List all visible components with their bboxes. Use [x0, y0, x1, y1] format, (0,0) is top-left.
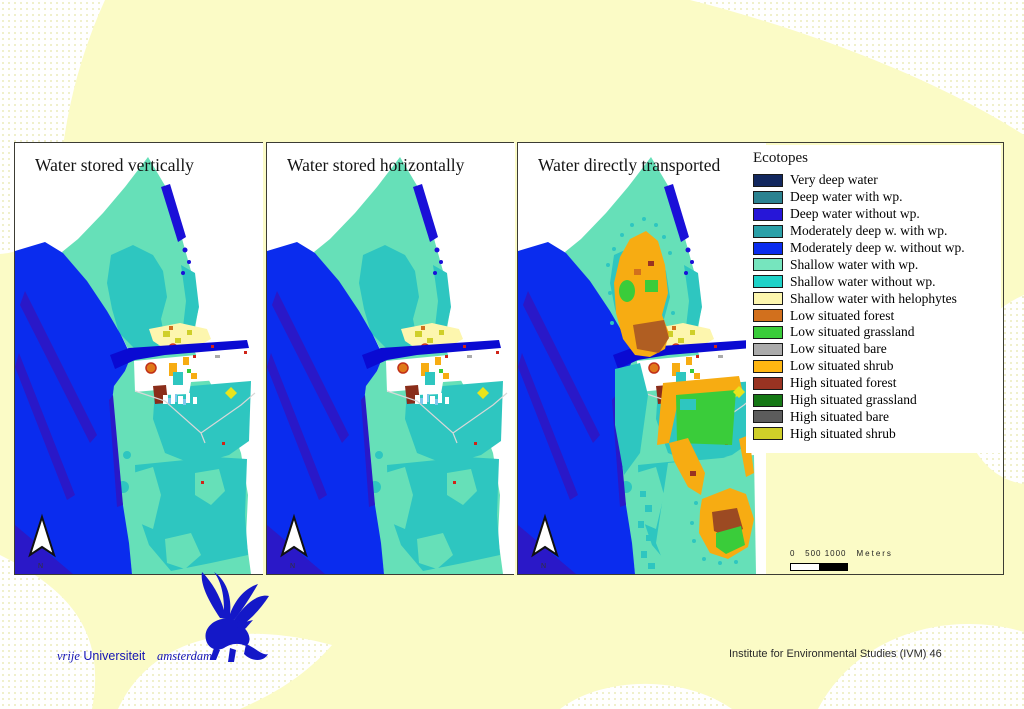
legend-item: Low situated grassland [753, 324, 1001, 341]
map-panel-water-stored-vertically: Water stored vertically [14, 142, 263, 575]
scale-bar: 0 500 1000 Meters [790, 543, 893, 571]
map-figure-horizontal [267, 143, 515, 574]
legend-swatch [753, 190, 783, 204]
legend-item: High situated forest [753, 375, 1001, 392]
legend-swatch [753, 224, 783, 238]
legend-item: High situated bare [753, 408, 1001, 425]
scale-bar-graphic [790, 563, 848, 571]
legend-item: Low situated forest [753, 307, 1001, 324]
legend-label: High situated forest [790, 375, 897, 391]
legend-swatch [753, 173, 783, 187]
legend-label: Low situated shrub [790, 358, 894, 374]
footer-credit: Institute for Environmental Studies (IVM… [729, 648, 942, 660]
legend-swatch [753, 393, 783, 407]
legend-item: Moderately deep w. without wp. [753, 240, 1001, 257]
scale-bar-numbers: 0 500 1000 [790, 549, 847, 558]
vu-logo-text: vrije Universiteit [57, 649, 145, 664]
legend-items: Very deep water Deep water with wp. Deep w… [753, 172, 1001, 442]
map-panel-water-directly-transported: Water directly transported Ecotopes Very… [517, 142, 1004, 575]
legend-swatch [753, 258, 783, 272]
map-title: Water directly transported [538, 155, 721, 175]
legend-item: High situated grassland [753, 392, 1001, 409]
legend-label: Moderately deep w. without wp. [790, 240, 965, 255]
map-panel-water-stored-horizontally: Water stored horizontally [266, 142, 515, 575]
legend-title: Ecotopes [753, 150, 808, 166]
legend-item: Shallow water without wp. [753, 273, 1001, 290]
legend-item: Deep water without wp. [753, 206, 1001, 223]
legend-label: High situated grassland [790, 392, 917, 408]
legend-label: Deep water without wp. [790, 206, 920, 222]
legend-item: Low situated bare [753, 341, 1001, 358]
legend-swatch [753, 241, 783, 255]
legend-item: Low situated shrub [753, 358, 1001, 375]
legend-label: Shallow water with wp. [790, 256, 919, 272]
legend-label: Shallow water with helophytes [790, 290, 957, 306]
legend-item: Shallow water with wp. [753, 256, 1001, 273]
legend-label: Low situated grassland [790, 324, 915, 340]
map-title: Water stored vertically [35, 155, 194, 175]
map-figure-vertical [15, 143, 263, 574]
legend-swatch [753, 376, 783, 390]
vu-logo-universiteit: Universiteit [83, 649, 146, 663]
legend-item: Moderately deep w. with wp. [753, 223, 1001, 240]
legend-label: Deep water with wp. [790, 189, 903, 205]
map-title: Water stored horizontally [287, 155, 465, 175]
legend-item: High situated shrub [753, 425, 1001, 442]
vu-logo-vrije: vrije [57, 649, 80, 663]
legend-label: High situated shrub [790, 425, 896, 441]
legend-swatch [753, 342, 783, 356]
legend-label: Low situated forest [790, 307, 895, 323]
legend-swatch [753, 359, 783, 373]
ecotopes-legend: Ecotopes Very deep water Deep water with … [746, 145, 1001, 453]
legend-swatch [753, 275, 783, 289]
legend-item: Shallow water with helophytes [753, 290, 1001, 307]
legend-label: Moderately deep w. with wp. [790, 223, 948, 239]
scale-bar-unit: Meters [856, 549, 893, 558]
vu-logo-amsterdam: amsterdam [157, 649, 213, 663]
legend-swatch [753, 325, 783, 339]
legend-item: Very deep water [753, 172, 1001, 189]
legend-swatch [753, 292, 783, 306]
legend-swatch [753, 207, 783, 221]
legend-label: Shallow water without wp. [790, 273, 936, 289]
legend-label: High situated bare [790, 408, 889, 424]
map-figure-direct-transport [518, 143, 766, 574]
legend-swatch [753, 410, 783, 424]
vu-griffin-logo-icon [201, 572, 269, 662]
legend-label: Low situated bare [790, 341, 887, 357]
legend-swatch [753, 427, 783, 441]
legend-label: Very deep water [790, 172, 878, 188]
legend-swatch [753, 309, 783, 323]
legend-item: Deep water with wp. [753, 189, 1001, 206]
